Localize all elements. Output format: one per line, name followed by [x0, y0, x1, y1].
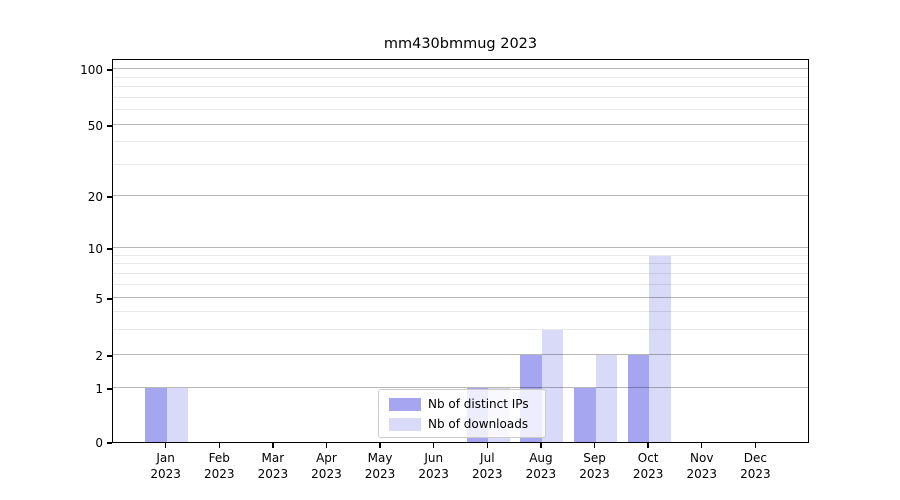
- legend-label-downloads: Nb of downloads: [428, 417, 529, 431]
- x-tick-mark: [432, 443, 435, 448]
- y-tick-label: 10: [87, 242, 103, 256]
- x-tick-mark: [540, 443, 542, 448]
- bar-distinct-ips-jan: [145, 388, 167, 442]
- bars-layer: [113, 60, 808, 442]
- x-tick-label-jul: Jul 2023: [472, 451, 503, 481]
- bar-downloads-aug: [541, 329, 564, 442]
- x-tick-label-jan: Jan 2023: [150, 451, 181, 481]
- bar-distinct-ips-sep: [574, 388, 596, 442]
- y-tick-mark: [107, 298, 112, 300]
- y-tick-label: 50: [87, 119, 103, 133]
- x-tick-mark: [647, 443, 649, 448]
- bar-downloads-jan: [166, 388, 189, 442]
- y-tick-label: 0: [95, 436, 103, 450]
- chart-title: mm430bmmug 2023: [383, 36, 538, 52]
- legend-label-distinct-ips: Nb of distinct IPs: [428, 397, 529, 411]
- legend-swatch-downloads-icon: [389, 417, 421, 431]
- x-tick-label-aug: Aug 2023: [525, 451, 557, 481]
- x-tick-label-oct: Oct 2023: [632, 451, 664, 481]
- x-tick-label-feb: Feb 2023: [203, 451, 235, 481]
- x-tick-label-sep: Sep 2023: [579, 451, 610, 481]
- x-tick-label-jun: Jun 2023: [418, 451, 449, 481]
- plot-area: [112, 59, 809, 443]
- y-tick-mark: [107, 248, 112, 250]
- y-tick-label: 5: [95, 292, 103, 306]
- legend-item-downloads: Nb of downloads: [389, 417, 536, 431]
- y-tick-mark: [107, 355, 112, 357]
- y-tick-label: 100: [80, 63, 103, 77]
- x-tick-label-apr: Apr 2023: [311, 451, 342, 481]
- y-tick-label: 2: [95, 349, 103, 363]
- bar-downloads-sep: [595, 355, 617, 442]
- y-tick-label: 1: [95, 382, 103, 396]
- x-tick-mark: [325, 443, 328, 448]
- x-tick-mark: [593, 443, 596, 448]
- bar-downloads-oct: [649, 255, 671, 442]
- x-tick-label-nov: Nov 2023: [686, 451, 718, 481]
- legend: Nb of distinct IPs Nb of downloads: [378, 389, 546, 438]
- y-tick-mark: [107, 196, 112, 198]
- y-tick-mark: [107, 388, 112, 390]
- legend-item-distinct-ips: Nb of distinct IPs: [389, 397, 536, 411]
- y-tick-mark: [107, 442, 112, 444]
- x-tick-label-may: May 2023: [364, 451, 396, 481]
- x-tick-label-dec: Dec 2023: [740, 451, 771, 481]
- x-tick-mark: [218, 443, 220, 448]
- legend-swatch-distinct-ips-icon: [389, 397, 421, 411]
- x-tick-mark: [486, 443, 488, 448]
- x-tick-mark: [379, 443, 381, 448]
- x-tick-mark: [754, 443, 757, 448]
- y-tick-label: 20: [87, 190, 103, 204]
- x-tick-label-mar: Mar 2023: [257, 451, 289, 481]
- x-tick-mark: [701, 443, 703, 448]
- bar-distinct-ips-oct: [627, 355, 650, 442]
- x-tick-mark: [164, 443, 167, 448]
- x-tick-mark: [272, 443, 274, 448]
- y-tick-mark: [107, 69, 112, 71]
- y-tick-mark: [107, 125, 112, 127]
